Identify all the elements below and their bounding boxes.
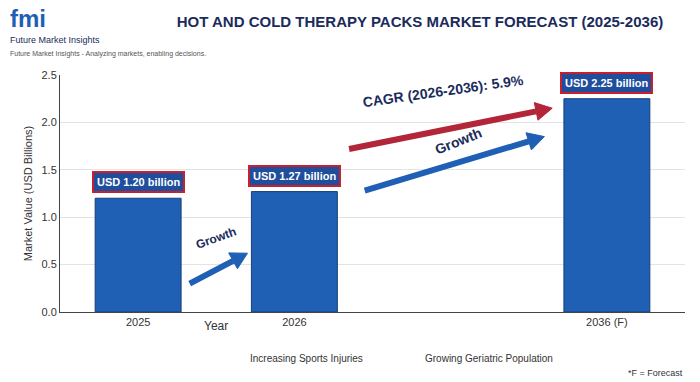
svg-text:Increasing Sports Injuries: Increasing Sports Injuries	[250, 353, 363, 364]
svg-text:2.5: 2.5	[42, 69, 57, 81]
svg-text:0.5: 0.5	[42, 258, 57, 270]
svg-text:2026: 2026	[282, 316, 306, 328]
svg-text:Future Market Insights: Future Market Insights	[10, 35, 100, 45]
svg-text:CAGR (2026-2036): 5.9%: CAGR (2026-2036): 5.9%	[362, 72, 525, 110]
svg-text:2.0: 2.0	[42, 116, 57, 128]
svg-text:Growth: Growth	[433, 124, 484, 157]
svg-text:Growth: Growth	[194, 224, 238, 252]
svg-text:USD 2.25 billion: USD 2.25 billion	[565, 77, 648, 89]
svg-text:Market Value (USD Billions): Market Value (USD Billions)	[22, 126, 34, 262]
svg-text:USD 1.20 billion: USD 1.20 billion	[97, 176, 180, 188]
svg-text:0.0: 0.0	[42, 306, 57, 318]
svg-text:USD 1.27 billion: USD 1.27 billion	[253, 170, 336, 182]
svg-text:2025: 2025	[126, 316, 150, 328]
svg-text:HOT AND COLD THERAPY PACKS MAR: HOT AND COLD THERAPY PACKS MARKET FORECA…	[177, 13, 663, 30]
svg-text:fmi: fmi	[10, 5, 46, 32]
svg-text:Growing Geriatric Population: Growing Geriatric Population	[425, 353, 553, 364]
svg-text:1.5: 1.5	[42, 164, 57, 176]
svg-text:Year: Year	[204, 319, 228, 333]
svg-text:1.0: 1.0	[42, 211, 57, 223]
svg-text:*F = Forecast: *F = Forecast	[628, 368, 683, 378]
svg-text:2036 (F): 2036 (F)	[586, 316, 628, 328]
svg-text:Future Market Insights - Analy: Future Market Insights - Analyzing marke…	[10, 50, 206, 58]
